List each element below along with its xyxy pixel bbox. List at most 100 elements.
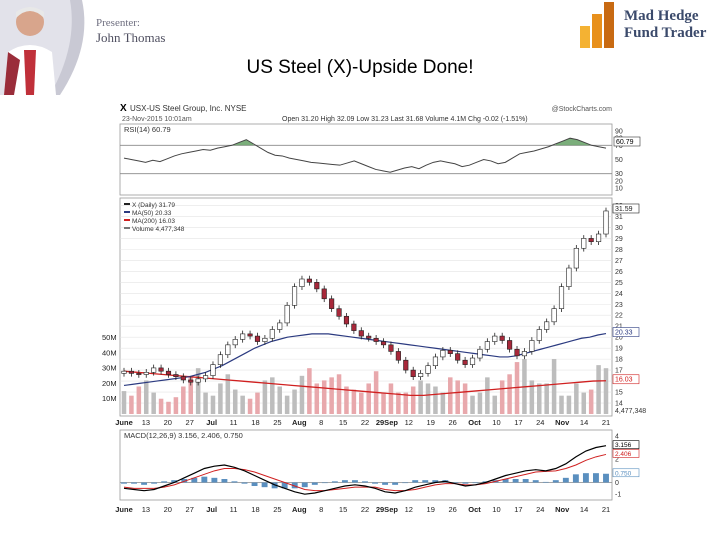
volume-bar (455, 380, 460, 414)
x-axis-label: 24 (536, 505, 544, 514)
macd-histogram-bar (221, 479, 228, 483)
macd-histogram-bar (281, 482, 288, 489)
presenter-block: Presenter: John Thomas (0, 0, 190, 95)
candle-down (173, 374, 179, 377)
x-axis-label: Nov (555, 505, 570, 514)
volume-bar (240, 395, 245, 414)
macd-histogram-bar (472, 482, 479, 484)
price-tick-label: 14 (615, 401, 623, 408)
macd-histogram-bar (201, 476, 208, 483)
volume-bar (262, 380, 268, 414)
legend-swatch (124, 227, 130, 229)
x-axis-label: 11 (230, 505, 238, 514)
macd-tick-label: 0 (615, 480, 619, 487)
volume-bar (433, 386, 438, 414)
macd-histogram-bar (141, 482, 148, 485)
x-axis-label: 22 (361, 505, 369, 514)
x-axis-label: 13 (142, 505, 150, 514)
macd-histogram-bar (532, 480, 539, 483)
candle-down (254, 335, 261, 342)
candle-down (514, 348, 520, 357)
brand-bars-icon (580, 2, 614, 48)
macd-tick-label: 2 (615, 457, 619, 464)
rsi-tick-label: 30 (615, 171, 623, 178)
volume-bar (507, 374, 512, 414)
volume-bar (181, 386, 186, 414)
candle-down (462, 359, 468, 365)
volume-bar (410, 386, 416, 414)
volume-bar (396, 392, 401, 414)
macd-tag-box (612, 468, 640, 478)
macd-tag: 2.406 (615, 451, 632, 458)
price-tick-label: 18 (615, 357, 623, 364)
macd-histogram-bar (331, 481, 338, 483)
macd-histogram-bar (452, 482, 459, 484)
volume-bar (307, 368, 312, 414)
volume-tick-label: 50M (102, 333, 117, 342)
volume-bar (470, 395, 475, 414)
candle-up (217, 354, 223, 365)
volume-bar (158, 398, 164, 414)
volume-bar (581, 392, 587, 414)
x-axis-label: Oct (468, 505, 481, 514)
volume-bar (529, 380, 535, 414)
volume-bar (551, 359, 557, 414)
price-tick-label: 29 (615, 236, 623, 243)
rsi-panel (119, 123, 613, 196)
macd-histogram-bar (582, 473, 589, 483)
x-axis-label: 14 (580, 418, 588, 427)
volume-bar (440, 392, 446, 414)
candle-up (596, 233, 602, 243)
price-tick-label: 24 (615, 291, 623, 298)
chart-quote: Open 31.20 High 32.09 Low 31.23 Last 31.… (282, 116, 528, 123)
x-axis-label: 20 (164, 418, 172, 427)
chart-source: @StockCharts.com (552, 106, 613, 113)
candle-down (403, 359, 409, 371)
volume-bar (566, 395, 572, 414)
macd-histogram-bar (241, 482, 248, 484)
volume-bar (188, 375, 194, 414)
macd-histogram-bar (402, 482, 409, 484)
x-axis-label: 19 (427, 418, 435, 427)
x-axis-label: 15 (339, 418, 347, 427)
macd-histogram-bar (552, 480, 559, 483)
x-axis-label: Jul (206, 505, 217, 514)
rsi-tick-label: 70 (615, 143, 623, 150)
volume-bar (366, 383, 371, 414)
price-tag: 4,477,348 (615, 408, 646, 415)
macd-signal-line (123, 453, 607, 492)
price-tag: 20.33 (615, 330, 633, 337)
price-tag-box (612, 203, 640, 214)
candle-down (388, 344, 394, 352)
candle-down (455, 353, 461, 361)
volume-bar (418, 380, 423, 414)
macd-histogram-bar (522, 479, 529, 483)
candle-up (291, 286, 298, 306)
candle-down (366, 335, 372, 339)
brand-name-line1: Mad Hedge (624, 8, 699, 24)
macd-histogram-bar (352, 480, 358, 483)
candle-down (358, 330, 364, 337)
candle-up (544, 321, 550, 330)
x-axis-label: 21 (602, 505, 610, 514)
candle-down (447, 350, 453, 354)
legend-swatch (124, 211, 130, 213)
macd-histogram-bar (392, 482, 399, 485)
price-tick-label: 22 (615, 313, 623, 320)
macd-histogram-bar (161, 481, 168, 483)
chart-symbol: X (120, 103, 127, 114)
candle-up (269, 329, 275, 339)
x-axis-label: 8 (319, 505, 323, 514)
volume-bar (425, 383, 431, 414)
candle-up (225, 344, 231, 356)
macd-tag-box (612, 449, 640, 458)
price-tick-label: 17 (615, 368, 623, 375)
candle-up (151, 367, 157, 373)
macd-histogram-bar (562, 477, 569, 483)
volume-bar (359, 392, 364, 414)
price-tick-label: 31 (615, 214, 623, 221)
macd-histogram-bar (572, 474, 579, 483)
macd-tag: 3.156 (615, 442, 632, 449)
x-axis-label: 12 (405, 418, 413, 427)
candle-up (277, 322, 283, 330)
